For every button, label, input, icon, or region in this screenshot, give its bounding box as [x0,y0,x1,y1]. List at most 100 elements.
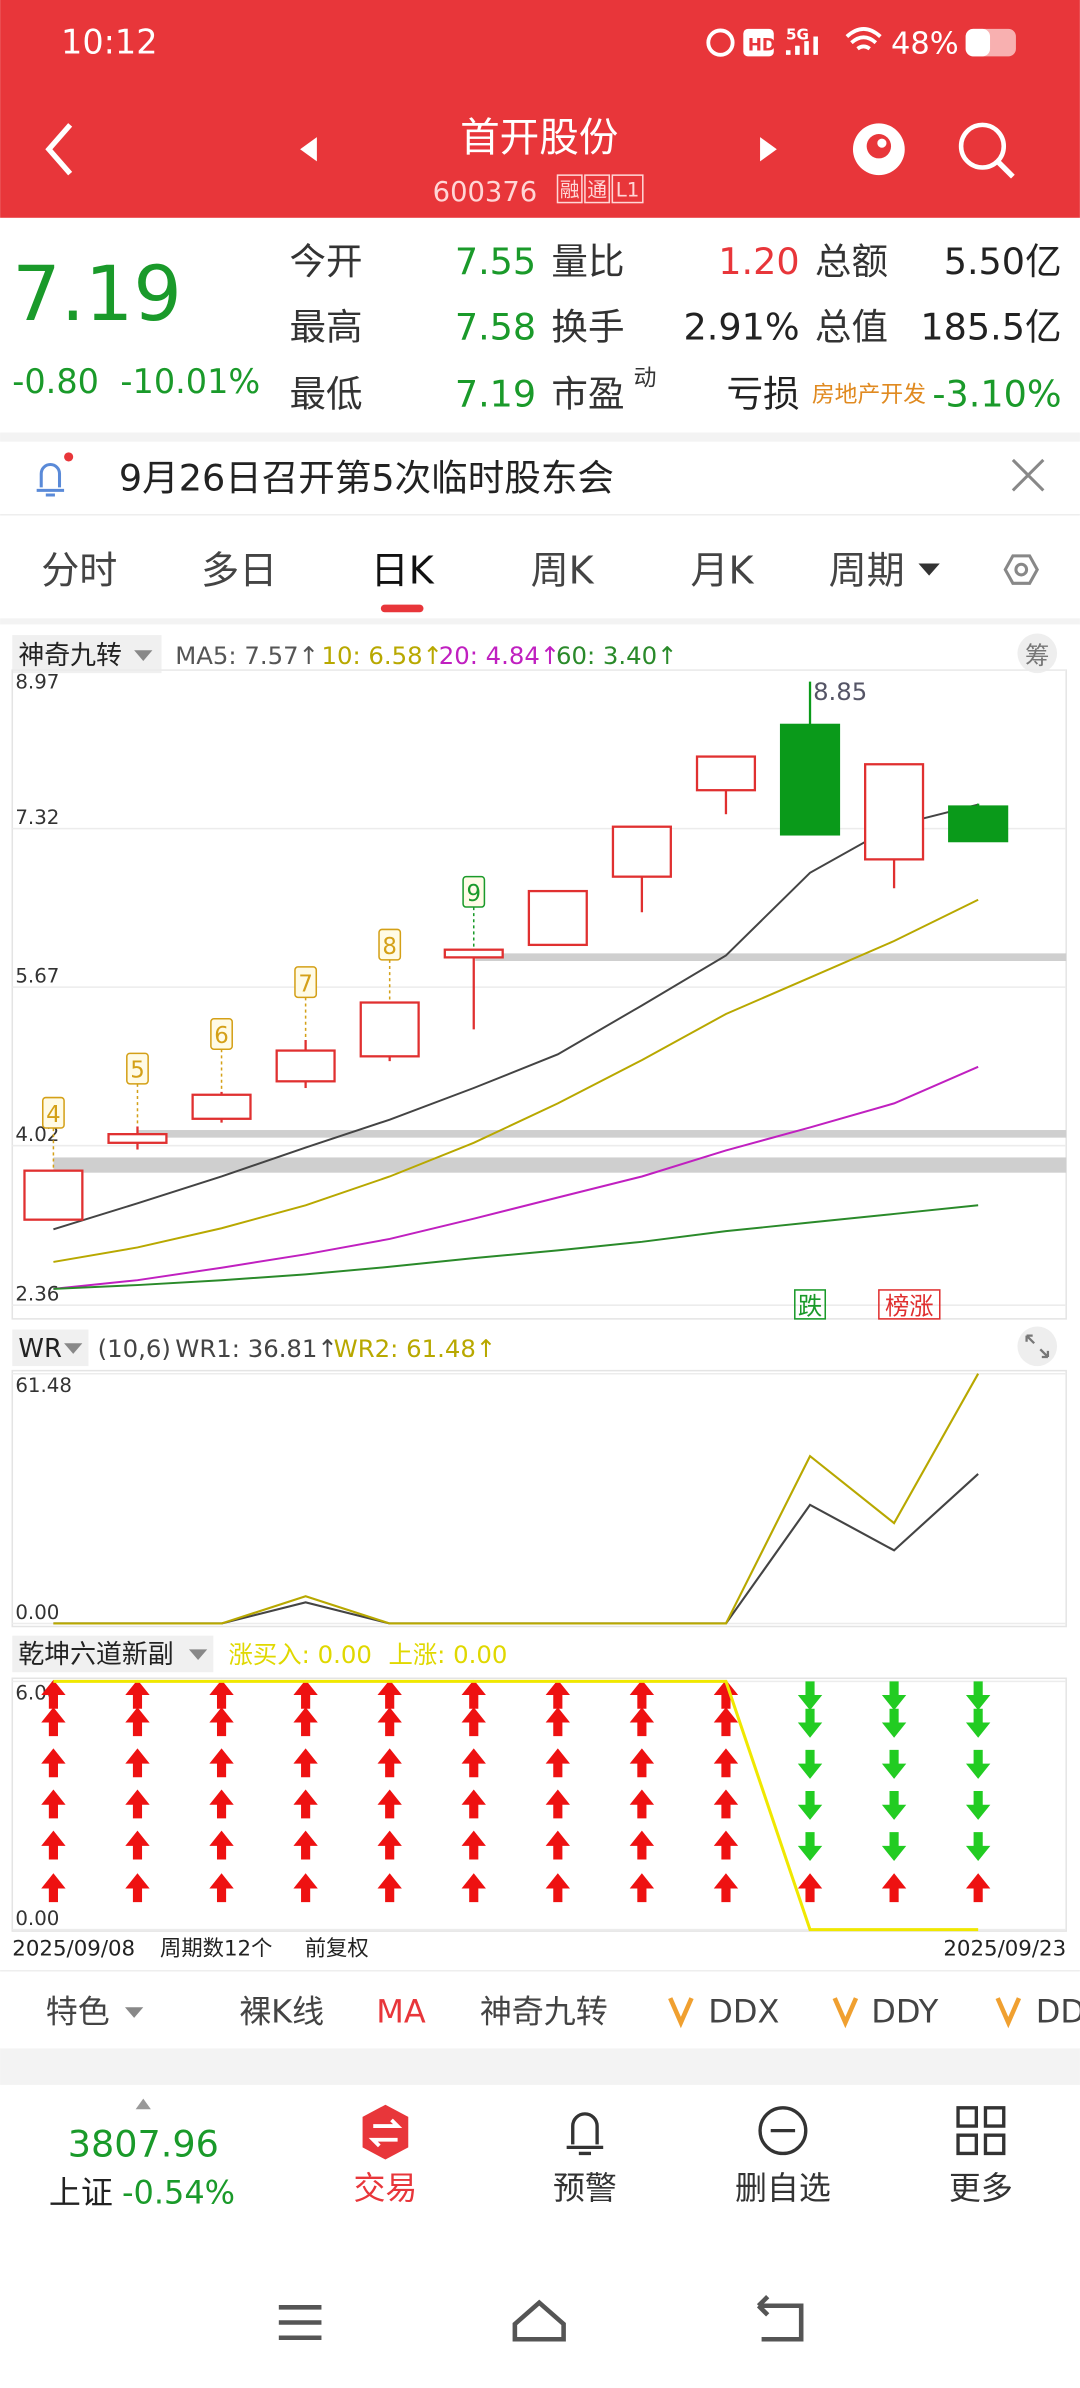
candle-body [191,1093,252,1120]
up-arrow [377,1830,402,1860]
up-arrow [377,1748,402,1778]
up-arrow [965,1873,991,1903]
home-button[interactable] [512,2299,566,2342]
nine-turn-label: 7 [298,971,313,997]
toolbar-item[interactable]: DDX [708,1992,779,2030]
notice-bell [36,462,65,497]
nav-label[interactable]: 更多 [949,2169,1013,2207]
alert-icon[interactable] [566,2112,604,2156]
toolbar-item[interactable]: 特色 [46,1992,110,2030]
field-value: 7.55 [455,240,536,283]
up-arrow [209,1748,234,1778]
field-value: 1.20 [718,240,799,283]
toolbar-item[interactable]: MA [376,1992,426,2030]
ma-label: 20: 4.84↑ [439,641,561,670]
toolbar-item[interactable]: DDY [871,1992,938,2030]
nine-turn-box [210,1018,233,1051]
search-icon[interactable] [958,122,1007,170]
toolbar-check [832,1997,859,2029]
up-arrow [545,1707,571,1737]
kline-chart: 8.97 7.32 5.67 4.02 2.36 MA5: 7.57↑ 10: 6.58↑2… [12,641,1067,1320]
chip-button[interactable] [1017,633,1058,674]
tab[interactable]: 分时 [41,548,117,592]
ma-line [53,898,979,1263]
settings-dot [1014,562,1029,577]
market-index[interactable]: 3807.96 [68,2123,219,2166]
up-arrow [293,1789,318,1819]
down-arrow [881,1832,907,1862]
next-stock[interactable] [760,137,777,162]
toolbar-item[interactable]: 神奇九转 [480,1992,608,2030]
up-arrow [41,1707,66,1737]
up-arrow [209,1830,234,1860]
tag-box [794,1289,827,1320]
up-arrow [545,1830,571,1860]
tab[interactable]: 日K [371,548,435,592]
trade-icon-arrows [368,2118,403,2148]
status-time: 10:12 [61,22,158,61]
up-arrow [629,1830,655,1860]
dropdown-caret [124,2007,144,2018]
nine-turn-box [378,928,402,961]
up-arrow [41,1830,66,1860]
field-value: 185.5亿 [920,306,1061,349]
ma-label: 10: 6.58↑ [321,641,443,670]
ma-label: 60: 3.40↑ [556,641,678,670]
wr-frame [11,1369,1067,1628]
toolbar-item[interactable]: DD [1036,1992,1080,2030]
settings-icon[interactable] [1003,554,1039,585]
field-value: 5.50亿 [944,240,1062,283]
stock-title: 首开股份 [460,115,618,161]
notice-close[interactable] [1011,458,1045,492]
up-arrow [125,1789,150,1819]
candle-body [23,1169,84,1221]
prev-stock[interactable] [300,137,317,162]
nav-label[interactable]: 交易 [353,2169,417,2207]
back-button[interactable] [45,123,73,176]
nine-turn-box [294,966,318,999]
y-tick-label: 7.32 [15,806,59,829]
back-system-button[interactable] [756,2295,804,2342]
expand-button[interactable] [1017,1326,1058,1367]
tab[interactable]: 周期 [829,548,905,592]
notice-text[interactable]: 9月26日召开第5次临时股东会 [119,456,614,499]
candle-body [527,889,588,947]
tab[interactable]: 周K [531,548,595,592]
tab[interactable]: 多日 [201,548,277,592]
nav-label[interactable]: 删自选 [735,2169,831,2207]
market-change: -0.54% [122,2174,235,2212]
qk-select[interactable] [12,1635,214,1673]
notice-dot [64,452,74,462]
remove-icon[interactable] [758,2106,808,2156]
up-arrow [41,1748,66,1778]
up-arrow [461,1789,486,1819]
more-icon[interactable] [956,2106,1006,2156]
signal-icon [785,36,818,55]
qk-label: 涨买入: 0.00 [229,1640,372,1669]
up-arrow [125,1707,150,1737]
recents-button[interactable] [278,2304,322,2341]
tab[interactable]: 月K [690,548,754,592]
indicator-select[interactable] [12,635,162,674]
up-arrow [461,1707,486,1737]
toolbar-item[interactable]: 裸K线 [239,1992,324,2030]
wr-line [53,1473,979,1625]
down-arrow [797,1708,823,1738]
badge: 融 [560,178,580,201]
qk-frame [11,1677,1067,1932]
toolbar-check [995,1997,1022,2029]
up-arrow [881,1873,907,1903]
up-arrow [713,1679,739,1709]
up-arrow [713,1748,739,1778]
price-change-pct: -10.01% [120,362,260,401]
down-arrow [965,1832,991,1862]
badge: 通 [587,178,607,201]
up-arrow [629,1873,655,1903]
down-arrow [965,1791,991,1820]
support-band [475,953,1067,961]
trade-icon[interactable] [362,2104,409,2160]
nav-label[interactable]: 预警 [553,2169,617,2207]
up-arrow [41,1873,66,1903]
